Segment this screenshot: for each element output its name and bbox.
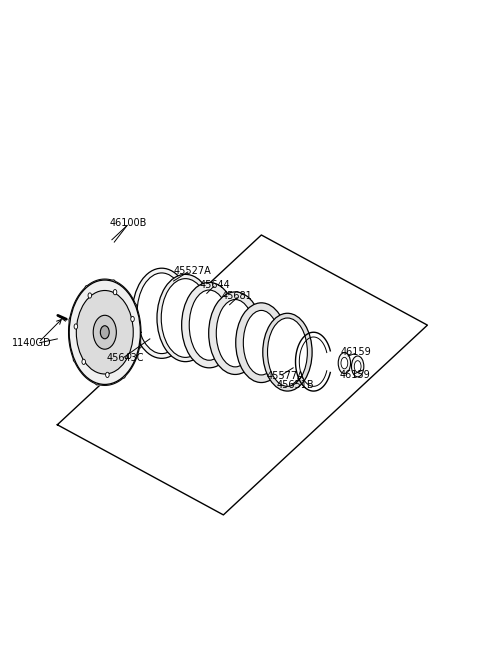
Text: 45527A: 45527A [174, 265, 211, 276]
Ellipse shape [267, 318, 307, 386]
Ellipse shape [93, 315, 116, 349]
Ellipse shape [82, 359, 85, 364]
Ellipse shape [341, 358, 348, 369]
Text: 45651B: 45651B [277, 381, 314, 390]
Ellipse shape [181, 282, 237, 368]
Ellipse shape [113, 290, 117, 295]
Ellipse shape [354, 361, 361, 372]
Ellipse shape [157, 274, 214, 362]
Ellipse shape [351, 356, 364, 377]
Ellipse shape [132, 268, 191, 358]
Ellipse shape [161, 278, 210, 358]
Ellipse shape [131, 316, 134, 322]
Ellipse shape [106, 372, 109, 377]
Ellipse shape [236, 303, 287, 383]
Text: 45577A: 45577A [266, 371, 304, 381]
Ellipse shape [74, 324, 78, 329]
Ellipse shape [209, 292, 262, 375]
Ellipse shape [243, 310, 279, 375]
Polygon shape [69, 279, 141, 386]
Ellipse shape [137, 273, 186, 354]
Ellipse shape [69, 280, 140, 384]
Text: 46159: 46159 [340, 370, 371, 380]
Ellipse shape [88, 293, 92, 298]
Ellipse shape [216, 299, 254, 367]
Text: 45681: 45681 [222, 291, 253, 301]
Text: 1140GD: 1140GD [12, 338, 52, 348]
Ellipse shape [127, 353, 131, 358]
Ellipse shape [76, 291, 133, 374]
Text: 46159: 46159 [341, 347, 372, 357]
Ellipse shape [338, 352, 350, 373]
Text: 45643C: 45643C [106, 353, 144, 364]
Ellipse shape [189, 290, 229, 360]
Text: 45644: 45644 [200, 280, 230, 290]
Text: 46100B: 46100B [109, 218, 147, 228]
Ellipse shape [100, 326, 109, 339]
Ellipse shape [263, 313, 312, 391]
